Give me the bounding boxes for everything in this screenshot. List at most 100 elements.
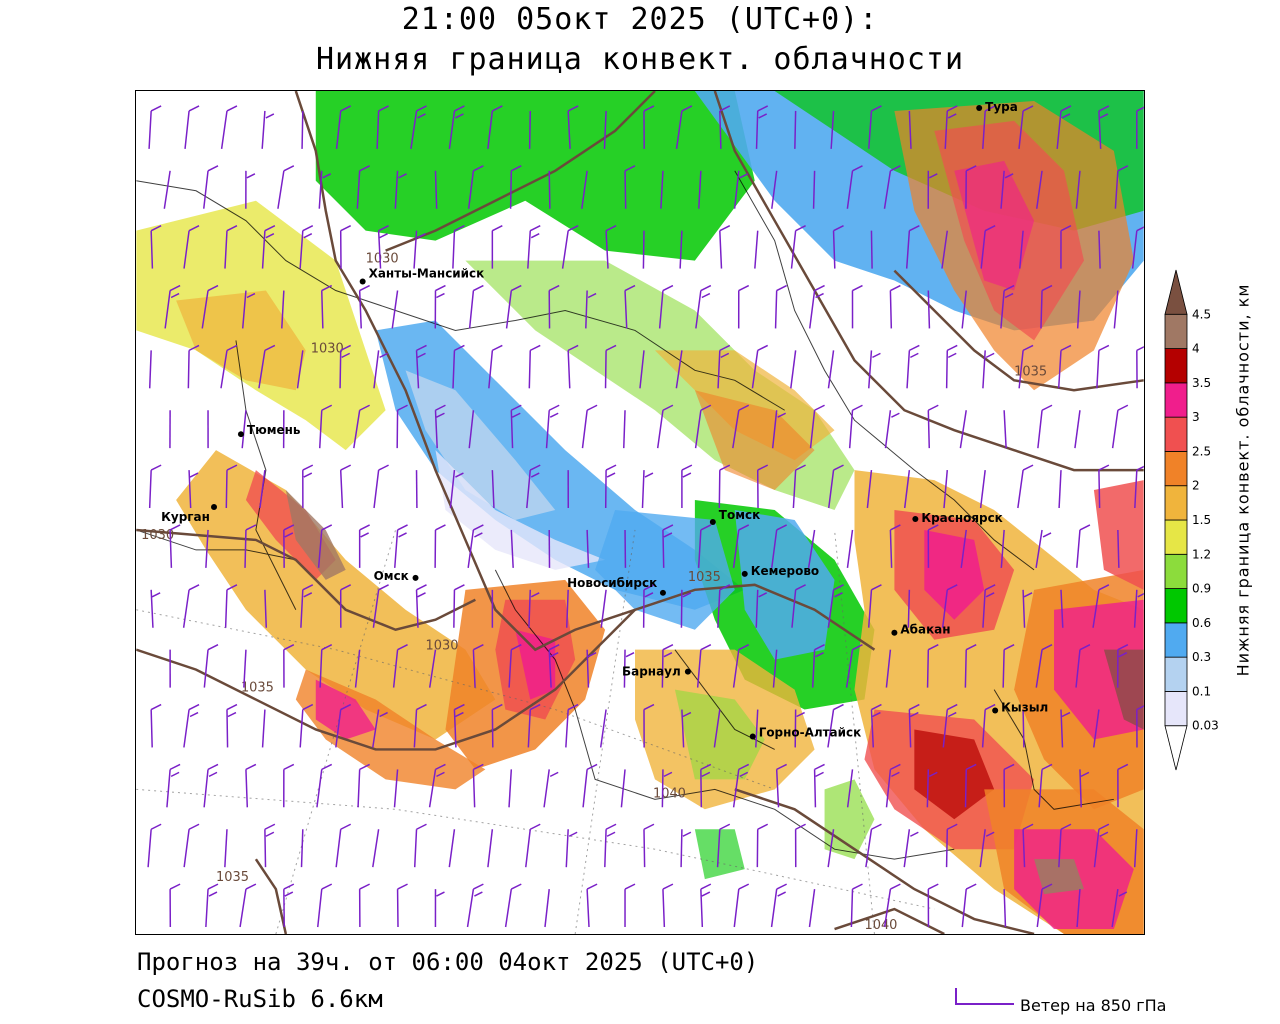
wind-barb <box>187 344 200 389</box>
city-marker[interactable]: Абакан <box>891 623 951 637</box>
city-marker[interactable]: Ханты-Мансийск <box>359 267 485 285</box>
wind-barb <box>794 110 797 149</box>
wind-barb <box>1060 589 1064 628</box>
wind-barb <box>1035 170 1043 209</box>
wind-barb <box>642 584 655 628</box>
wind-barb <box>565 589 569 628</box>
wind-barb <box>808 284 825 329</box>
wind-barb <box>428 649 437 688</box>
city-marker[interactable]: Новосибирск <box>567 576 666 596</box>
wind-barb <box>453 703 465 748</box>
city-marker[interactable]: Тура <box>976 100 1018 114</box>
isobar-label: 1030 <box>311 341 344 356</box>
wind-barb <box>452 225 465 269</box>
wind-barb <box>396 883 408 928</box>
city-label: Тура <box>985 100 1018 114</box>
wind-barb <box>472 763 484 808</box>
wind-barb <box>300 829 304 868</box>
wind-barb <box>979 470 986 509</box>
wind-barb <box>428 763 446 808</box>
wind-barb <box>548 170 551 209</box>
wind-barb <box>487 105 503 149</box>
wind-barb <box>449 470 464 509</box>
wind-barb <box>775 763 787 808</box>
wind-barb <box>926 644 939 688</box>
city-marker[interactable]: Кемерово <box>741 564 819 578</box>
wind-barb <box>756 464 769 509</box>
wind-barb <box>239 883 257 928</box>
wind-barb <box>1018 230 1024 269</box>
wind-barb <box>358 883 370 928</box>
isobar-label: 1040 <box>864 918 897 933</box>
wind-barb <box>410 105 427 149</box>
wind-barb <box>354 649 361 688</box>
wind-barb <box>1114 165 1129 209</box>
wind-barb <box>261 225 276 269</box>
wind-barb <box>850 883 863 928</box>
colorbar-tick-label: 0.6 <box>1192 616 1211 630</box>
city-marker[interactable]: Барнаул <box>622 665 691 679</box>
wind-barb <box>166 763 181 808</box>
wind-barb <box>528 589 540 628</box>
wind-barb <box>220 344 238 389</box>
city-marker[interactable]: Кызыл <box>992 701 1048 715</box>
wind-barb <box>527 703 541 748</box>
colorbar-swatch <box>1164 451 1188 487</box>
cloud-field-layer <box>136 91 1144 934</box>
wind-barb <box>808 889 816 928</box>
wind-barb <box>832 225 844 269</box>
wind-barb <box>527 225 541 269</box>
wind-barb <box>448 829 456 868</box>
wind-barb <box>756 823 769 868</box>
city-marker[interactable]: Омск <box>374 569 419 583</box>
wind-barb <box>415 344 427 389</box>
city-marker[interactable]: Красноярск <box>912 511 1003 525</box>
wind-barb <box>339 344 352 389</box>
colorbar-tick-label: 1.2 <box>1192 547 1211 561</box>
city-marker[interactable]: Горно-Алтайск <box>749 725 862 739</box>
isobar-label: 1030 <box>426 639 459 654</box>
wind-barb <box>1111 888 1128 928</box>
wind-barb <box>205 883 219 928</box>
wind-barb <box>1003 410 1007 449</box>
wind-barb <box>737 284 750 329</box>
wind-barb <box>979 829 995 868</box>
wind-barb <box>755 105 769 149</box>
wind-barb <box>1076 524 1091 568</box>
wind-barb <box>809 404 825 449</box>
wind-barb <box>885 763 901 808</box>
wind-barb <box>927 524 939 568</box>
wind-barb <box>525 823 541 868</box>
wind-barb <box>392 644 408 688</box>
wind-barb <box>148 464 162 509</box>
wind-barb <box>1093 823 1110 868</box>
wind-barb <box>1003 763 1015 808</box>
wind-barb <box>183 703 200 748</box>
wind-barb <box>466 883 484 928</box>
wind-barb <box>1018 105 1034 149</box>
wind-barb <box>203 165 219 209</box>
wind-barb <box>868 350 881 389</box>
colorbar-tick-label: 3.5 <box>1192 376 1211 390</box>
wind-barb <box>182 584 200 628</box>
city-marker[interactable]: Тюмень <box>237 423 301 437</box>
wind-barb <box>903 470 911 509</box>
wind-barb <box>827 703 844 748</box>
forecast-map[interactable]: 1030 1030 1030 1035 1030 1035 1035 1040 … <box>135 90 1145 935</box>
wind-barb <box>1111 404 1129 449</box>
wind-barb <box>771 410 786 449</box>
city-marker[interactable]: Курган <box>161 504 218 524</box>
wind-barb <box>302 464 314 509</box>
wind-barb <box>905 225 920 269</box>
isobar-label: 1035 <box>1014 364 1047 379</box>
wind-barb <box>751 344 769 389</box>
colorbar-swatch <box>1164 725 1188 771</box>
wind-barb <box>866 470 873 509</box>
wind-barb <box>906 344 920 389</box>
city-marker[interactable]: Томск <box>709 508 760 525</box>
wind-barb <box>339 225 352 269</box>
wind-barb <box>658 284 674 329</box>
city-label: Ханты-Мансийск <box>369 267 485 281</box>
wind-barb <box>675 105 693 149</box>
wind-barb <box>771 524 787 568</box>
